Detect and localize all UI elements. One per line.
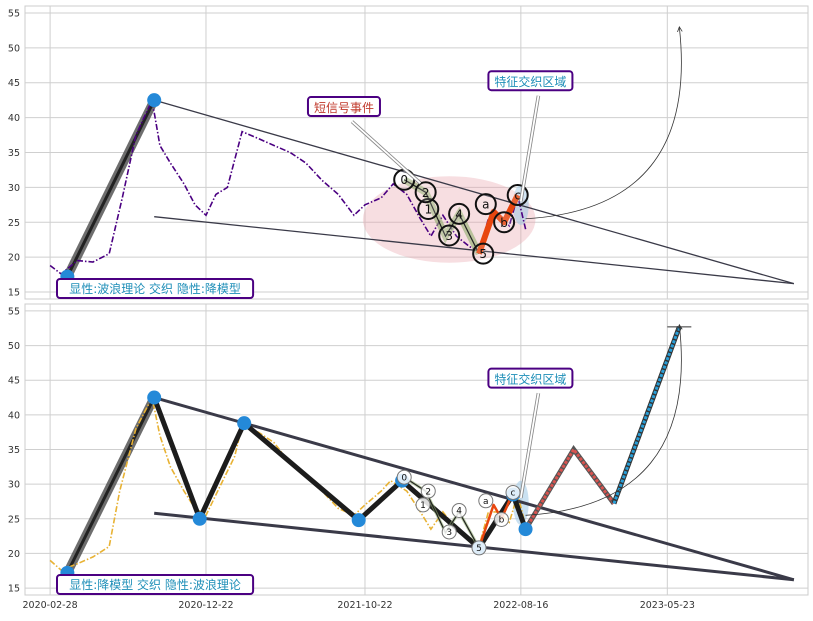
y-tick-label: 15 (8, 288, 20, 299)
wave-label-circle (415, 497, 431, 513)
y-tick-label: 30 (8, 480, 20, 491)
wave-label-circle (438, 224, 461, 247)
panel-top: 152025303540455055012345abc短信号事件特征交织区域显性… (8, 5, 809, 300)
wave-label-a: a (483, 497, 489, 507)
annotation-arrow (519, 95, 540, 202)
wave-label-circle (441, 524, 457, 540)
wave-label-5: 5 (479, 247, 487, 261)
wave-label-c: c (514, 189, 521, 203)
y-tick-label: 25 (8, 514, 20, 525)
wave-label-2: 2 (425, 487, 431, 497)
wave-label-circle (417, 198, 440, 221)
y-tick-label: 50 (8, 341, 20, 352)
x-tick-label: 2020-02-28 (22, 600, 77, 611)
wave-label-b: b (499, 516, 505, 526)
y-tick-label: 30 (8, 183, 20, 194)
forecast-blue-casing (611, 325, 682, 505)
wave-label-circle (471, 540, 487, 556)
trendline-upper (153, 396, 795, 582)
wave-label-4: 4 (456, 507, 462, 517)
wave-impulse-line (403, 179, 480, 254)
y-tick-label: 15 (8, 584, 20, 595)
annotation-label: 特征交织区域 (494, 74, 566, 89)
wave-label-circle (472, 242, 495, 265)
wave-label-2: 2 (422, 186, 430, 200)
x-tick-label: 2021-10-22 (337, 600, 392, 611)
y-tick-label: 45 (8, 376, 20, 387)
projection-arc (525, 325, 682, 516)
pivot-point (351, 513, 366, 528)
pivot-point (147, 93, 162, 108)
wave-label-circle (396, 469, 412, 485)
trendline-upper (154, 99, 795, 285)
corner-label-box (56, 574, 255, 595)
annotation-box (306, 96, 381, 118)
corner-label: 显性:波浪理论 交织 隐性:降模型 (69, 281, 241, 296)
wave-label-3: 3 (445, 229, 453, 243)
y-tick-label: 40 (8, 410, 20, 421)
wave-label-circle (414, 181, 437, 204)
y-tick-label: 35 (8, 148, 20, 159)
wave-label-circle (451, 502, 467, 518)
pivot-point (192, 511, 207, 526)
wave-label-circle (478, 493, 494, 509)
wave-label-1: 1 (420, 501, 426, 511)
annotation-label: 短信号事件 (314, 101, 374, 115)
wave-label-3: 3 (446, 528, 452, 538)
wave-label-circle (448, 202, 471, 225)
wave-label-0: 0 (400, 173, 408, 187)
wave-correction-line (476, 193, 521, 255)
wave-label-circle (420, 483, 436, 499)
y-tick-label: 55 (8, 306, 20, 317)
x-tick-label: 2020-12-22 (178, 600, 233, 611)
wave-label-circle (493, 511, 509, 527)
y-tick-label: 25 (8, 218, 20, 229)
wave-label-b: b (500, 216, 508, 230)
price-line (49, 97, 527, 275)
y-tick-label: 35 (8, 445, 20, 456)
y-tick-label: 55 (8, 8, 20, 19)
pivot-point (237, 416, 252, 431)
x-tick-label: 2023-05-23 (640, 600, 695, 611)
wave-label-circle (505, 484, 521, 500)
forecast-red-line (524, 446, 616, 530)
y-tick-label: 20 (8, 253, 20, 264)
y-tick-label: 50 (8, 43, 20, 54)
annotation-label: 特征交织区域 (494, 372, 566, 387)
wave-label-1: 1 (424, 203, 432, 217)
wave-label-5: 5 (476, 544, 482, 554)
wave-label-circle (493, 211, 516, 234)
y-tick-label: 45 (8, 78, 20, 89)
annotation-box (487, 70, 574, 92)
annotation-arrow (351, 120, 422, 184)
y-tick-label: 20 (8, 549, 20, 560)
wave-label-circle (474, 193, 497, 216)
wave-correction-line (477, 491, 515, 549)
impulse-leg-core (66, 99, 156, 278)
wave-label-c: c (511, 489, 516, 499)
pivot-point (147, 390, 162, 405)
corner-label: 显性:降模型 交织 隐性:波浪理论 (69, 577, 241, 592)
y-tick-label: 40 (8, 113, 20, 124)
wave-label-a: a (482, 198, 489, 212)
impulse-leg-core (66, 396, 156, 574)
x-tick-label: 2022-08-16 (493, 600, 548, 611)
pivot-point (518, 522, 533, 537)
corner-label-box (56, 278, 255, 299)
annotation-arrow (519, 393, 540, 499)
projection-arc (525, 27, 682, 220)
annotation-box (487, 367, 574, 389)
wave-label-0: 0 (401, 473, 407, 483)
wave-label-4: 4 (455, 207, 463, 221)
